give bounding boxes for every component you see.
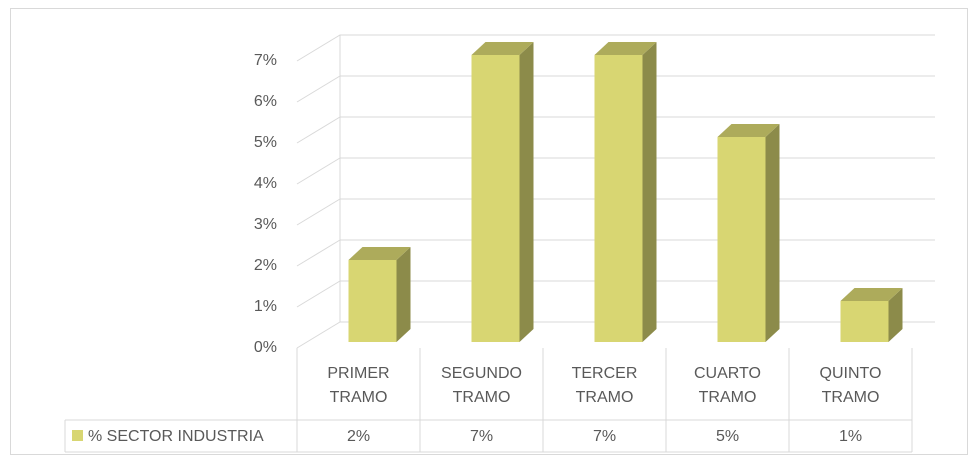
bar-top bbox=[594, 42, 657, 55]
y-tick-label: 7% bbox=[254, 52, 277, 69]
bar-top bbox=[717, 124, 780, 137]
legend-swatch bbox=[72, 430, 83, 441]
y-tick-label: 3% bbox=[254, 216, 277, 233]
y-tick-label: 5% bbox=[254, 134, 277, 151]
data-table-value: 7% bbox=[593, 428, 616, 445]
bar-side bbox=[765, 124, 780, 342]
bar-top bbox=[348, 247, 411, 260]
bar bbox=[348, 260, 397, 342]
bar bbox=[717, 137, 766, 342]
data-table-value: 5% bbox=[716, 428, 739, 445]
bar-side bbox=[519, 42, 534, 342]
x-category-label: CUARTO TRAMO bbox=[694, 365, 761, 406]
bar bbox=[594, 55, 643, 342]
y-tick-label: 6% bbox=[254, 93, 277, 110]
bar-side bbox=[396, 247, 411, 342]
y-tick-label: 1% bbox=[254, 298, 277, 315]
data-table-value: 2% bbox=[347, 428, 370, 445]
bar-side bbox=[642, 42, 657, 342]
x-category-label: TERCER TRAMO bbox=[571, 365, 638, 406]
data-table-value: 7% bbox=[470, 428, 493, 445]
legend-label: % SECTOR INDUSTRIA bbox=[88, 428, 264, 445]
bar-side bbox=[888, 288, 903, 342]
y-tick-label: 4% bbox=[254, 175, 277, 192]
data-table-value: 1% bbox=[839, 428, 862, 445]
y-tick-label: 2% bbox=[254, 257, 277, 274]
x-category-label: SEGUNDO TRAMO bbox=[441, 365, 522, 406]
x-category-label: PRIMER TRAMO bbox=[327, 365, 390, 406]
bar-top bbox=[471, 42, 534, 55]
bar bbox=[840, 301, 889, 342]
x-category-label: QUINTO TRAMO bbox=[819, 365, 882, 406]
chart-border bbox=[10, 8, 968, 455]
grid-line bbox=[296, 75, 935, 103]
grid-line bbox=[296, 34, 935, 62]
y-tick-label: 0% bbox=[254, 339, 277, 356]
bar-top bbox=[840, 288, 903, 301]
grid-line bbox=[296, 116, 935, 144]
bar bbox=[471, 55, 520, 342]
